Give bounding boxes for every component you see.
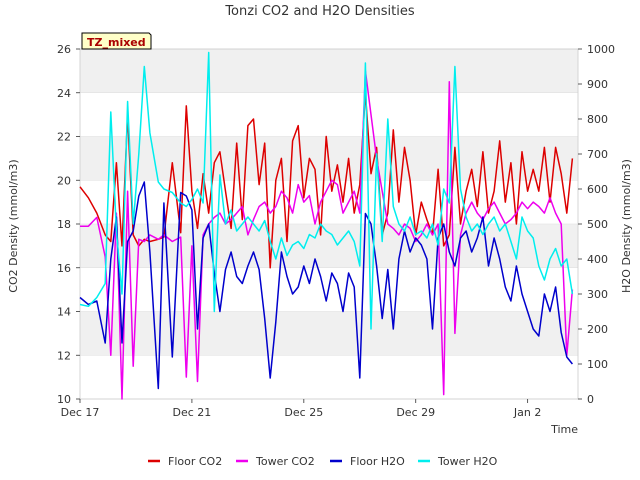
series-line-tower-h2o xyxy=(79,51,574,330)
left-tick-label: 10 xyxy=(57,393,71,406)
right-tick-label: 100 xyxy=(587,358,608,371)
left-tick-label: 26 xyxy=(57,43,71,56)
right-tick-label: 600 xyxy=(587,183,608,196)
left-axis: 10 12 14 16 18 20 22 24 26 xyxy=(57,43,80,406)
right-tick-label: 1000 xyxy=(587,43,615,56)
left-tick-label: 14 xyxy=(57,306,71,319)
left-axis-label: CO2 Density (mmol/m3) xyxy=(7,159,20,292)
legend-label: Floor CO2 xyxy=(168,455,222,468)
right-tick-label: 400 xyxy=(587,253,608,266)
x-tick-label: Dec 17 xyxy=(61,406,100,419)
right-tick-label: 0 xyxy=(587,393,594,406)
right-tick-label: 800 xyxy=(587,113,608,126)
series-line-tower-co2 xyxy=(80,70,574,400)
right-axis-label: H2O Density (mmol/m3) xyxy=(620,159,633,293)
left-tick-label: 22 xyxy=(57,131,71,144)
background-bands xyxy=(80,48,578,400)
grid-band xyxy=(80,49,578,93)
left-tick-label: 12 xyxy=(57,349,71,362)
legend-label: Tower H2O xyxy=(437,455,498,468)
x-axis: Dec 17 Dec 21 Dec 25 Dec 29 Jan 2 xyxy=(61,399,541,419)
series-line-floor-co2 xyxy=(79,92,574,269)
right-tick-label: 500 xyxy=(587,218,608,231)
series-line-floor-h2o xyxy=(79,181,573,390)
right-axis: 0 100 200 300 400 500 600 700 800 900 1000 xyxy=(578,43,615,406)
right-tick-label: 300 xyxy=(587,288,608,301)
right-tick-label: 700 xyxy=(587,148,608,161)
legend-item: Tower CO2 xyxy=(236,455,315,468)
grid-band xyxy=(80,224,578,268)
site-label-text: TZ_mixed xyxy=(87,36,146,49)
legend-item: Tower H2O xyxy=(418,455,498,468)
x-tick-label: Dec 25 xyxy=(284,406,323,419)
left-tick-label: 20 xyxy=(57,174,71,187)
right-tick-label: 900 xyxy=(587,78,608,91)
legend: Floor CO2 Tower CO2 Floor H2O Tower H2O xyxy=(148,455,498,468)
site-label: TZ_mixed xyxy=(81,32,152,50)
series-lines xyxy=(79,51,574,400)
x-axis-label: Time xyxy=(550,423,578,436)
x-tick-label: Dec 21 xyxy=(173,406,212,419)
legend-item: Floor CO2 xyxy=(148,455,222,468)
legend-label: Floor H2O xyxy=(350,455,405,468)
left-tick-label: 18 xyxy=(57,218,71,231)
left-tick-label: 24 xyxy=(57,87,71,100)
legend-label: Tower CO2 xyxy=(255,455,315,468)
legend-item: Floor H2O xyxy=(330,455,405,468)
x-tick-label: Jan 2 xyxy=(513,406,541,419)
x-tick-label: Dec 29 xyxy=(396,406,435,419)
grid-band xyxy=(80,311,578,356)
left-tick-label: 16 xyxy=(57,262,71,275)
right-tick-label: 200 xyxy=(587,323,608,336)
chart-title: Tonzi CO2 and H2O Densities xyxy=(224,4,415,19)
